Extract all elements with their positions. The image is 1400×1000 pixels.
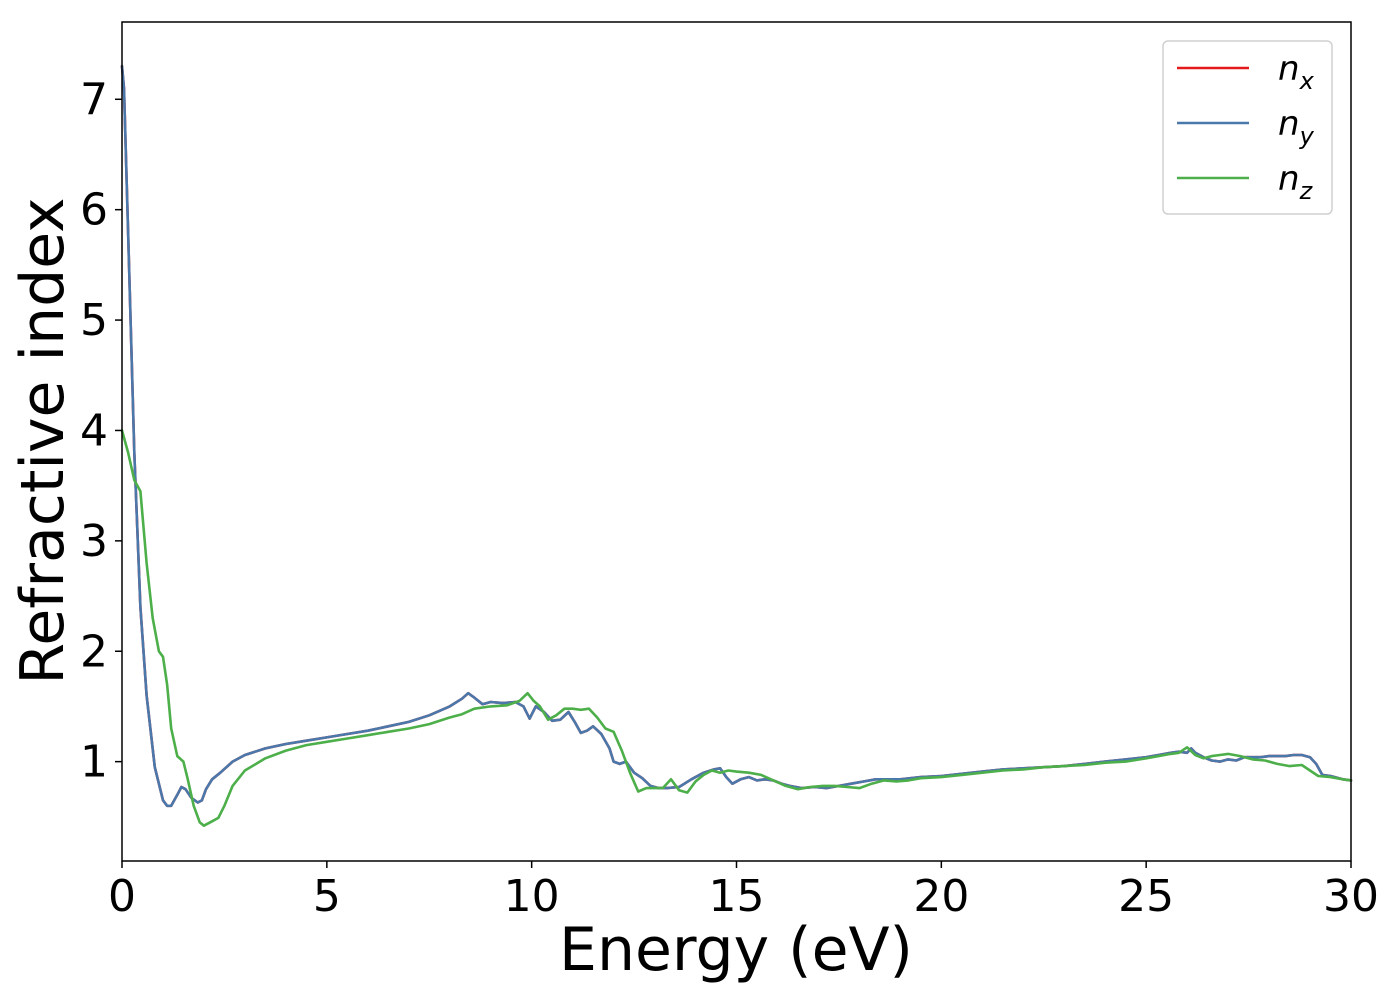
x-tick-label: 0 xyxy=(108,871,136,922)
legend-label-subscript: x xyxy=(1299,67,1315,95)
y-tick-label: 3 xyxy=(80,516,108,567)
legend-label-main: n xyxy=(1278,49,1300,89)
y-tick-label: 4 xyxy=(80,405,108,456)
y-axis: 1 2 3 4 5 6 7 xyxy=(80,74,122,788)
legend-label-subscript: y xyxy=(1299,122,1315,150)
y-tick-label: 7 xyxy=(80,74,108,125)
legend-label-n-z: nz xyxy=(1278,159,1314,205)
y-axis-label: Refractive index xyxy=(8,197,78,684)
x-tick-label: 10 xyxy=(504,871,560,922)
legend-label-subscript: z xyxy=(1299,177,1314,205)
x-tick-label: 15 xyxy=(709,871,765,922)
y-tick-label: 6 xyxy=(80,185,108,236)
x-axis: 0 5 10 15 20 25 30 xyxy=(108,861,1379,922)
x-tick-label: 5 xyxy=(313,871,341,922)
legend-box xyxy=(1162,40,1333,215)
y-tick-label: 2 xyxy=(80,626,108,677)
legend-label-n-x: nx xyxy=(1278,49,1315,95)
legend-label-main: n xyxy=(1278,104,1300,144)
x-tick-label: 20 xyxy=(913,871,969,922)
y-tick-label: 5 xyxy=(80,295,108,346)
series-line-n-z xyxy=(120,429,1353,827)
x-tick-label: 30 xyxy=(1323,871,1379,922)
series-layer xyxy=(120,64,1353,827)
plot-area xyxy=(122,22,1351,861)
y-tick-label: 1 xyxy=(80,737,108,788)
x-axis-label: Energy (eV) xyxy=(559,915,913,985)
series-line-n-y xyxy=(120,64,1353,808)
legend-label-main: n xyxy=(1278,159,1300,199)
x-tick-label: 25 xyxy=(1118,871,1174,922)
legend-label-n-y: ny xyxy=(1278,104,1315,150)
